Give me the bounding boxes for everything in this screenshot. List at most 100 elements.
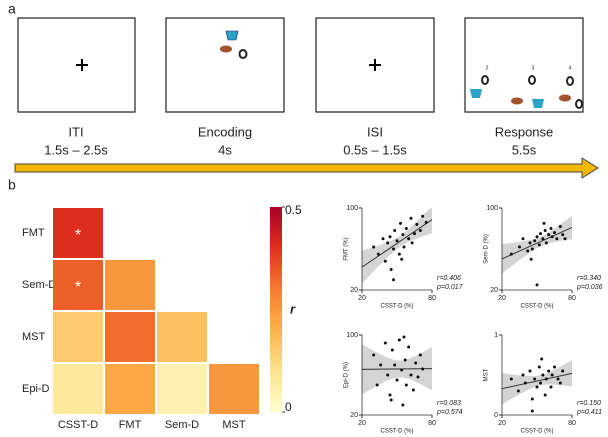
data-point (535, 235, 539, 239)
data-point (535, 283, 539, 287)
data-point (389, 398, 393, 402)
data-point (421, 214, 425, 218)
data-point (409, 373, 413, 377)
data-point (509, 252, 513, 256)
x-tick-label: 80 (428, 295, 436, 302)
data-point (547, 233, 551, 237)
data-point (529, 257, 533, 261)
data-point (376, 252, 380, 256)
heatmap-cell (53, 260, 103, 310)
data-point (542, 221, 546, 225)
step-duration: 4s (218, 142, 232, 157)
data-point (521, 237, 525, 241)
data-point (561, 233, 565, 237)
response-objects (470, 75, 583, 109)
y-axis-label: Sem-D (%) (484, 234, 490, 264)
confidence-band (502, 215, 572, 274)
fixation-cross (76, 59, 88, 71)
data-point (409, 216, 413, 220)
data-point (549, 385, 553, 389)
row-label: MST (22, 331, 46, 343)
data-point (550, 235, 554, 239)
data-point (407, 237, 411, 241)
x-tick-label: 80 (568, 295, 576, 302)
data-point (553, 365, 556, 369)
data-point (530, 397, 534, 401)
data-point (537, 243, 541, 247)
data-point (528, 369, 532, 373)
data-point (383, 259, 387, 263)
x-tick-label: 80 (428, 420, 436, 427)
data-point (556, 377, 560, 381)
data-point (516, 389, 520, 393)
data-point (537, 365, 541, 369)
y-tick-label: 100 (346, 332, 358, 339)
panel-label: b (8, 177, 16, 193)
y-tick-label: 20 (350, 287, 358, 294)
data-point (372, 353, 376, 357)
y-axis-label: FMT (%) (344, 237, 350, 260)
y-tick-label: 0 (494, 412, 498, 419)
data-point (547, 369, 551, 373)
p-annotation: p=0.411 (576, 409, 602, 416)
data-point (383, 341, 387, 345)
response-number: 3 (532, 65, 535, 71)
data-point (530, 247, 534, 251)
data-point (386, 373, 390, 377)
data-point (393, 229, 397, 233)
r-annotation: r=0.340 (577, 275, 601, 282)
confidence-band (362, 208, 432, 284)
data-point (558, 381, 562, 385)
significance-star: * (75, 279, 81, 296)
y-tick-label: 20 (350, 412, 358, 419)
x-axis-label: CSST-D (%) (381, 429, 414, 435)
heatmap-cell (105, 364, 155, 414)
step-name: Response (495, 124, 554, 139)
data-point (558, 224, 562, 228)
heatmap-cell (105, 312, 155, 362)
data-point (389, 268, 393, 271)
data-point (404, 227, 408, 230)
data-point (414, 361, 418, 365)
data-point (543, 393, 547, 397)
screen (165, 17, 285, 113)
data-point (404, 383, 408, 387)
data-point (392, 278, 395, 282)
y-tick-label: 100 (486, 205, 498, 212)
y-axis-label: Epi-D (%) (344, 362, 350, 388)
data-point (401, 233, 405, 237)
data-point (550, 373, 554, 377)
data-point (397, 338, 401, 342)
data-point (400, 257, 404, 261)
data-point (541, 373, 545, 377)
heatmap-cell (209, 364, 259, 414)
data-point (418, 353, 422, 357)
data-point (539, 232, 542, 236)
data-point (393, 363, 397, 367)
regression-line (361, 368, 433, 370)
panel-label: a (8, 1, 16, 17)
row-label: Sem-D (22, 279, 56, 291)
data-point (539, 381, 542, 385)
p-annotation: p=0.036 (576, 284, 603, 291)
response-number: 2 (486, 65, 489, 71)
data-point (555, 237, 559, 241)
heatmap-cell (53, 208, 103, 258)
data-point (518, 245, 521, 249)
x-tick-label: 20 (498, 420, 506, 427)
heatmap-cell (157, 312, 207, 362)
data-point (424, 220, 428, 224)
data-point (421, 367, 425, 371)
step-duration: 0.5s – 1.5s (343, 142, 407, 157)
data-point (375, 383, 379, 387)
step-duration: 1.5s – 2.5s (44, 142, 108, 157)
heatmap-cell (53, 312, 103, 362)
heatmap-cell (53, 364, 103, 414)
data-point (410, 241, 414, 245)
r-annotation: r=0.083 (437, 400, 461, 407)
x-tick-label: 20 (358, 420, 366, 427)
step-name: Encoding (198, 124, 252, 139)
data-point (418, 229, 422, 233)
heatmap-cell (105, 260, 155, 310)
column-label: Sem-D (165, 419, 199, 431)
